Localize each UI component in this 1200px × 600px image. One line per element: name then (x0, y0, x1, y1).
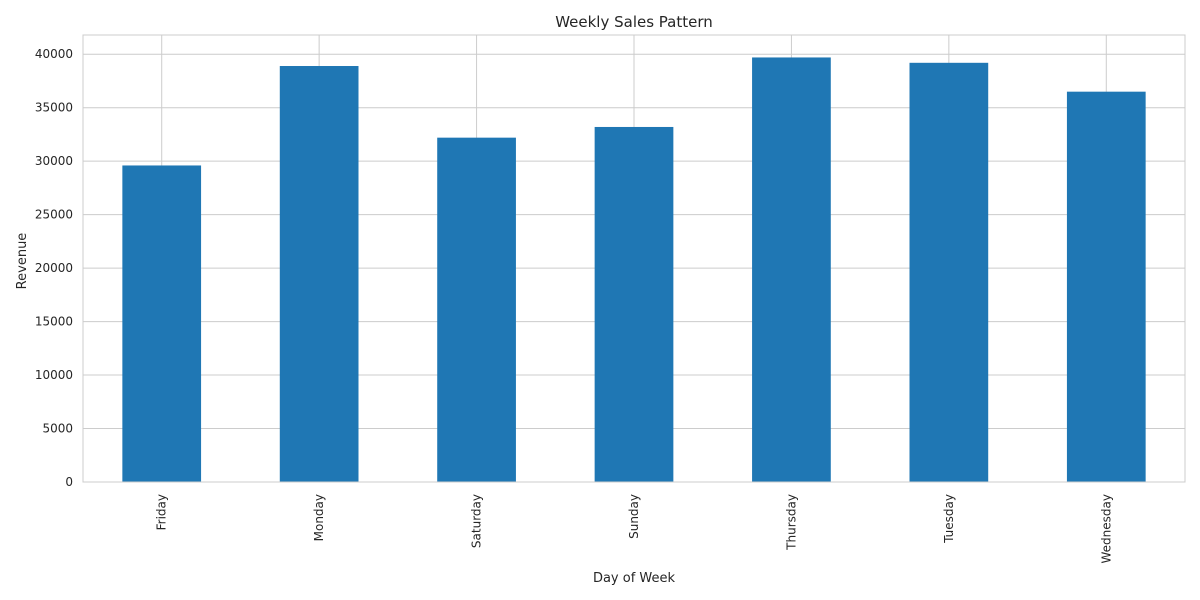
x-tick-label: Monday (312, 494, 326, 541)
bar-tuesday (909, 62, 989, 482)
y-tick-label: 30000 (35, 154, 73, 168)
y-tick-label: 20000 (35, 261, 73, 275)
x-tick-labels: Friday Monday Saturday Sunday Thursday Tuesda… (155, 494, 1114, 563)
y-axis-label: Revenue (15, 233, 30, 290)
y-tick-label: 0 (65, 475, 73, 489)
x-tick-label: Thursday (784, 494, 798, 551)
y-tick-label: 35000 (35, 101, 73, 115)
x-tick-label: Sunday (627, 494, 641, 539)
y-tick-label: 5000 (42, 422, 73, 436)
y-tick-label: 10000 (35, 368, 73, 382)
x-tick-label: Tuesday (942, 494, 956, 544)
chart-title: Weekly Sales Pattern (555, 13, 713, 31)
y-tick-labels: 0 5000 10000 15000 20000 25000 30000 35000 40000 (35, 47, 73, 489)
bar-wednesday (1066, 91, 1146, 482)
x-axis-label: Day of Week (593, 571, 676, 586)
x-tick-label: Saturday (470, 494, 484, 548)
bar-monday (279, 66, 359, 482)
x-tick-label: Wednesday (1099, 494, 1113, 563)
y-tick-label: 15000 (35, 315, 73, 329)
bars-layer (122, 57, 1146, 483)
y-tick-label: 25000 (35, 208, 73, 222)
y-tick-label: 40000 (35, 47, 73, 61)
bar-saturday (437, 137, 516, 483)
x-tick-label: Friday (155, 494, 169, 530)
bar-friday (122, 165, 202, 482)
plot-frame (82, 34, 1186, 483)
bar-thursday (752, 57, 831, 482)
bar-sunday (594, 126, 674, 483)
